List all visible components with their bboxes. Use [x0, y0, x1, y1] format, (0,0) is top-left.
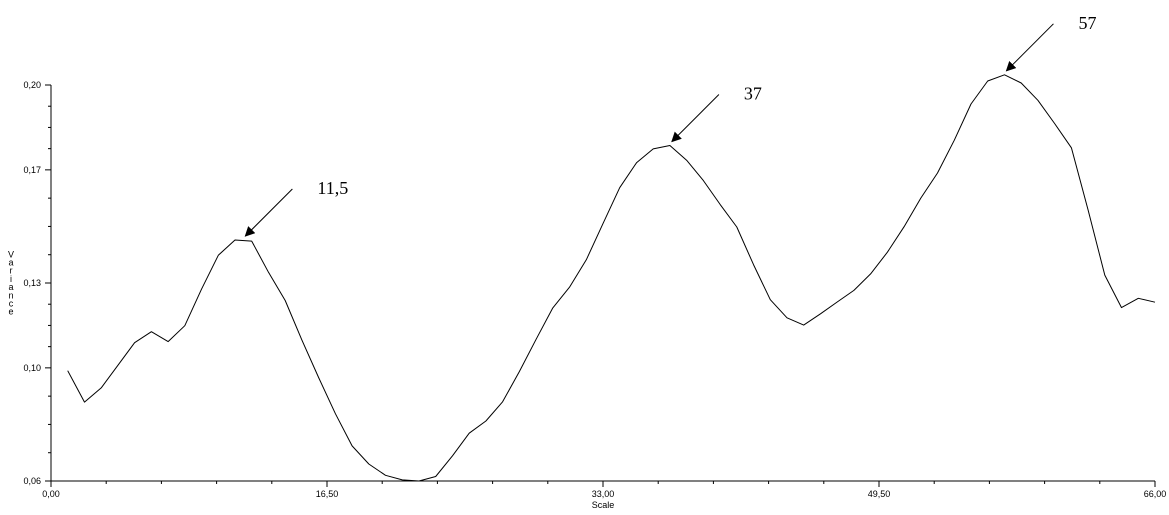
annotation-layer: 11,5 37 57	[244, 13, 1096, 237]
y-axis-title-letter: c	[9, 299, 14, 309]
x-axis-title: Scale	[592, 500, 615, 510]
y-tick-label: 0,20	[23, 80, 41, 90]
x-tick-label: 33,00	[592, 489, 615, 499]
x-ticks: 0,00 16,50 33,00 49,50 66,00	[42, 481, 1166, 499]
y-axis-title-letter: a	[8, 282, 13, 292]
variance-series-line	[67, 74, 1156, 482]
y-tick-label: 0,06	[23, 476, 41, 486]
series-layer	[67, 74, 1156, 482]
annotation-arrow	[1005, 23, 1054, 72]
x-tick-label: 0,00	[42, 489, 60, 499]
annotation-label: 57	[1078, 13, 1096, 33]
y-tick-label: 0,17	[23, 165, 41, 175]
y-tick-label: 0,10	[23, 363, 41, 373]
annotation-arrow	[244, 188, 293, 237]
y-axis-title-letter: V	[8, 249, 14, 259]
x-tick-label: 16,50	[316, 489, 339, 499]
y-axis-title-letter: r	[10, 266, 13, 276]
y-axis-title-letter: i	[10, 274, 12, 284]
y-ticks: 0,06 0,10 0,13 0,17 0,20	[23, 80, 51, 486]
annotation-arrow	[671, 94, 720, 143]
y-axis-title-letter: n	[8, 290, 13, 300]
annotation-label: 37	[744, 84, 762, 104]
axes	[50, 85, 1155, 482]
x-tick-label: 66,00	[1144, 489, 1167, 499]
y-axis-title-letter: e	[8, 307, 13, 317]
y-tick-label: 0,13	[23, 278, 41, 288]
y-axis-title-letter: a	[8, 258, 13, 268]
x-tick-label: 49,50	[868, 489, 891, 499]
annotation-label: 11,5	[317, 178, 348, 198]
